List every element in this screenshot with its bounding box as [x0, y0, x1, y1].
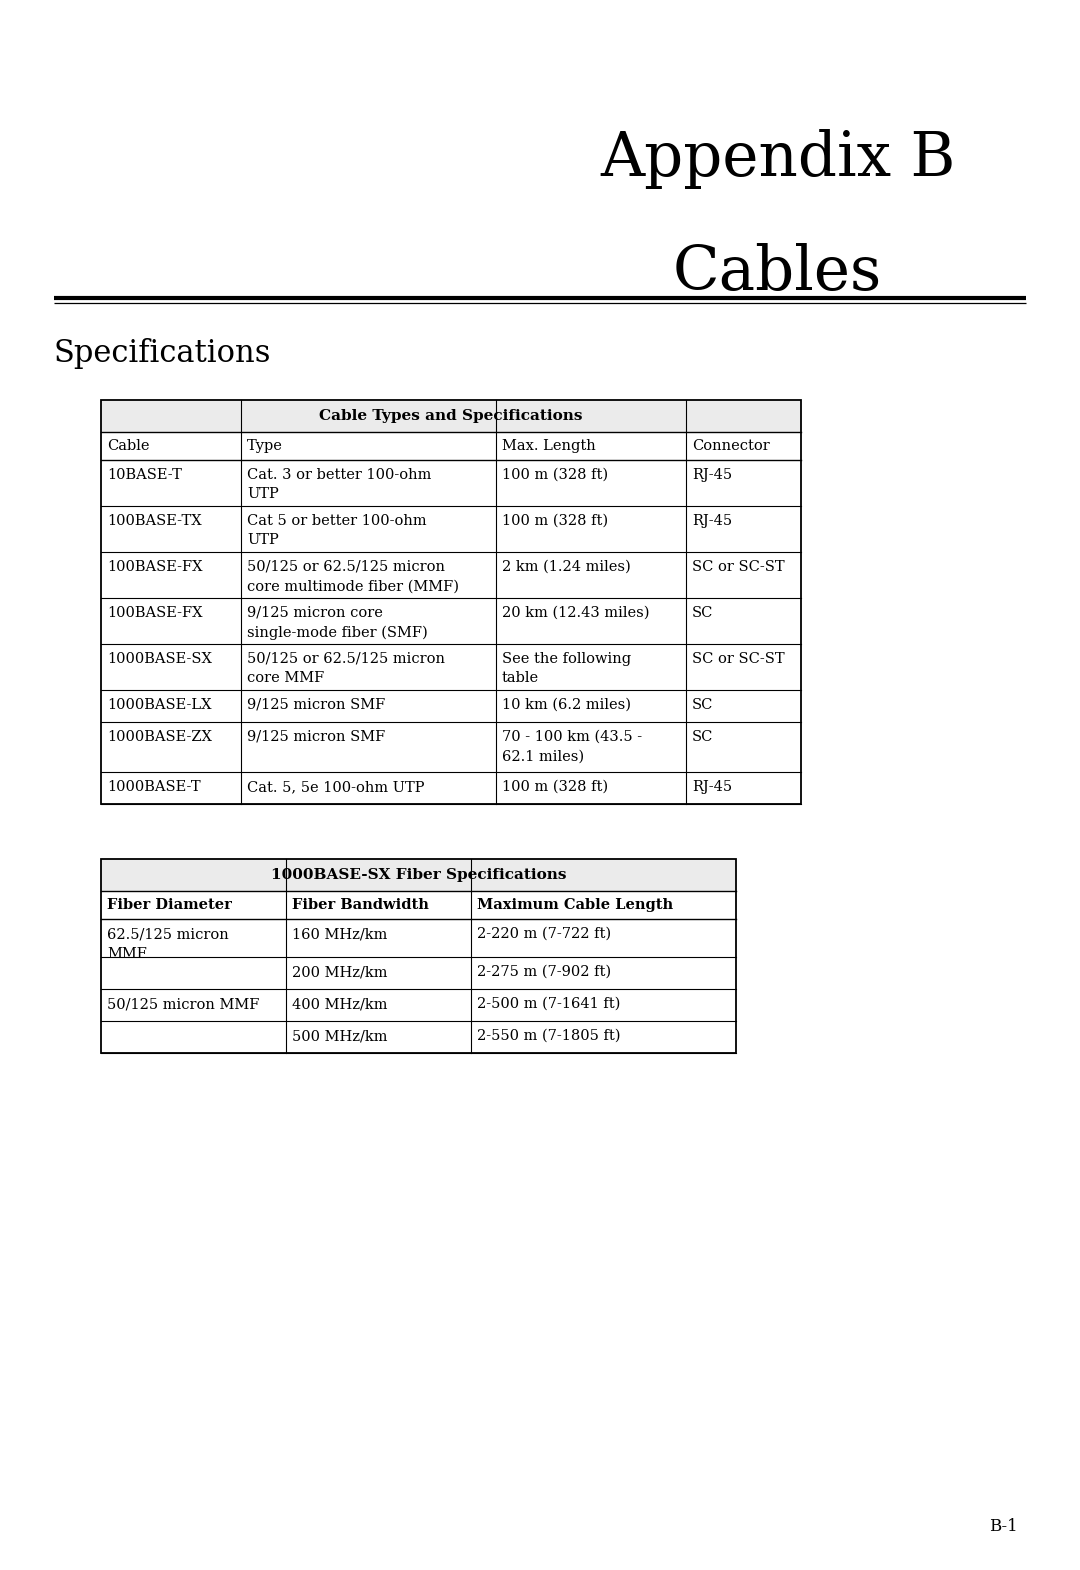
Text: 20 km (12.43 miles): 20 km (12.43 miles) [502, 606, 649, 620]
Text: 1000BASE-T: 1000BASE-T [107, 780, 201, 794]
Text: 160 MHz/km: 160 MHz/km [292, 926, 388, 940]
Text: 100BASE-FX: 100BASE-FX [107, 560, 203, 575]
Text: 50/125 or 62.5/125 micron
core MMF: 50/125 or 62.5/125 micron core MMF [247, 652, 445, 686]
Text: Appendix B: Appendix B [599, 129, 956, 188]
Text: 50/125 or 62.5/125 micron
core multimode fiber (MMF): 50/125 or 62.5/125 micron core multimode… [247, 560, 459, 593]
Text: Specifications: Specifications [54, 338, 271, 369]
Text: 2 km (1.24 miles): 2 km (1.24 miles) [502, 560, 631, 575]
Text: RJ-45: RJ-45 [692, 468, 732, 482]
Text: Cat 5 or better 100-ohm
UTP: Cat 5 or better 100-ohm UTP [247, 513, 427, 548]
Text: Cable Types and Specifications: Cable Types and Specifications [320, 410, 583, 422]
Text: RJ-45: RJ-45 [692, 780, 732, 794]
Text: Fiber Diameter: Fiber Diameter [107, 898, 232, 912]
Text: 100 m (328 ft): 100 m (328 ft) [502, 780, 608, 794]
Text: 500 MHz/km: 500 MHz/km [292, 1028, 388, 1042]
Text: SC: SC [692, 606, 714, 620]
Text: B-1: B-1 [989, 1518, 1018, 1535]
Bar [102, 400, 801, 432]
Text: Cat. 5, 5e 100-ohm UTP: Cat. 5, 5e 100-ohm UTP [247, 780, 424, 794]
Text: Max. Length: Max. Length [502, 440, 596, 454]
Text: Maximum Cable Length: Maximum Cable Length [477, 898, 673, 912]
Text: See the following
table: See the following table [502, 652, 631, 686]
Text: 100BASE-TX: 100BASE-TX [107, 513, 202, 528]
Text: 9/125 micron core
single-mode fiber (SMF): 9/125 micron core single-mode fiber (SMF… [247, 606, 428, 641]
Text: 100 m (328 ft): 100 m (328 ft) [502, 468, 608, 482]
Text: 1000BASE-SX: 1000BASE-SX [107, 652, 212, 666]
Text: 100BASE-FX: 100BASE-FX [107, 606, 203, 620]
Text: Fiber Bandwidth: Fiber Bandwidth [292, 898, 429, 912]
Text: SC or SC-ST: SC or SC-ST [692, 560, 785, 575]
Bar [102, 400, 801, 804]
Text: SC: SC [692, 730, 714, 744]
Text: 10BASE-T: 10BASE-T [107, 468, 181, 482]
Text: 200 MHz/km: 200 MHz/km [292, 966, 388, 980]
Text: SC: SC [692, 699, 714, 713]
Text: 100 m (328 ft): 100 m (328 ft) [502, 513, 608, 528]
Text: 1000BASE-ZX: 1000BASE-ZX [107, 730, 212, 744]
Text: 9/125 micron SMF: 9/125 micron SMF [247, 730, 386, 744]
Text: 62.5/125 micron
MMF: 62.5/125 micron MMF [107, 926, 229, 961]
Text: 2-500 m (7-1641 ft): 2-500 m (7-1641 ft) [477, 997, 620, 1011]
Text: Cat. 3 or better 100-ohm
UTP: Cat. 3 or better 100-ohm UTP [247, 468, 431, 501]
Text: 2-220 m (7-722 ft): 2-220 m (7-722 ft) [477, 926, 611, 940]
Bar [102, 859, 735, 1053]
Text: SC or SC-ST: SC or SC-ST [692, 652, 785, 666]
Text: 2-550 m (7-1805 ft): 2-550 m (7-1805 ft) [477, 1028, 621, 1042]
Text: Cable: Cable [107, 440, 149, 454]
Text: 50/125 micron MMF: 50/125 micron MMF [107, 997, 259, 1011]
Text: Type: Type [247, 440, 283, 454]
Text: 10 km (6.2 miles): 10 km (6.2 miles) [502, 699, 631, 713]
Text: 1000BASE-LX: 1000BASE-LX [107, 699, 212, 713]
Text: Cables: Cables [673, 243, 882, 303]
Text: Connector: Connector [692, 440, 770, 454]
Text: RJ-45: RJ-45 [692, 513, 732, 528]
Text: 9/125 micron SMF: 9/125 micron SMF [247, 699, 386, 713]
Text: 400 MHz/km: 400 MHz/km [292, 997, 388, 1011]
Text: 1000BASE-SX Fiber Specifications: 1000BASE-SX Fiber Specifications [271, 868, 566, 882]
Text: 70 - 100 km (43.5 -
62.1 miles): 70 - 100 km (43.5 - 62.1 miles) [502, 730, 643, 763]
Text: 2-275 m (7-902 ft): 2-275 m (7-902 ft) [477, 966, 611, 980]
Bar [102, 859, 735, 892]
